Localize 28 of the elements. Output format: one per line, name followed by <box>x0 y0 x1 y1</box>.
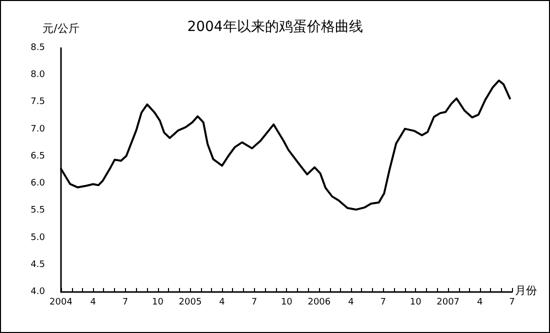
x-tick-label: 10 <box>152 298 164 308</box>
chart-title: 2004年以来的鸡蛋价格曲线 <box>187 19 363 35</box>
y-tick-label: 7.0 <box>30 124 46 134</box>
y-tick-label: 5.5 <box>30 206 45 216</box>
x-tick-label: 2004 <box>50 298 73 308</box>
y-tick-label: 5.0 <box>30 232 46 243</box>
x-tick-label: 4 <box>476 298 483 308</box>
x-tick-label: 10 <box>410 298 422 308</box>
x-tick-label: 2005 <box>178 298 202 308</box>
x-tick-label: 10 <box>280 298 293 308</box>
x-tick-label: 2007 <box>436 298 460 308</box>
y-tick-label: 4.0 <box>30 287 46 297</box>
x-tick-label: 7 <box>122 298 128 308</box>
y-tick-label: 6.0 <box>30 178 46 189</box>
x-tick-label: 7 <box>251 298 258 308</box>
x-tick-label: 7 <box>380 298 386 308</box>
y-tick-label: 8.5 <box>30 43 45 53</box>
x-tick-label: 2006 <box>308 298 331 308</box>
x-axis-title: 月份 <box>515 284 537 297</box>
y-tick-label: 8.0 <box>30 70 46 80</box>
x-tick-label: 4 <box>90 298 96 308</box>
y-tick-label: 4.5 <box>30 260 45 270</box>
y-axis-title: 元/公斤 <box>42 22 80 35</box>
y-tick-label: 7.5 <box>30 97 45 108</box>
y-tick-label: 6.5 <box>30 151 45 162</box>
x-tick-label: 4 <box>219 298 226 308</box>
x-tick-label: 7 <box>509 298 515 308</box>
x-tick-label: 4 <box>348 298 354 308</box>
